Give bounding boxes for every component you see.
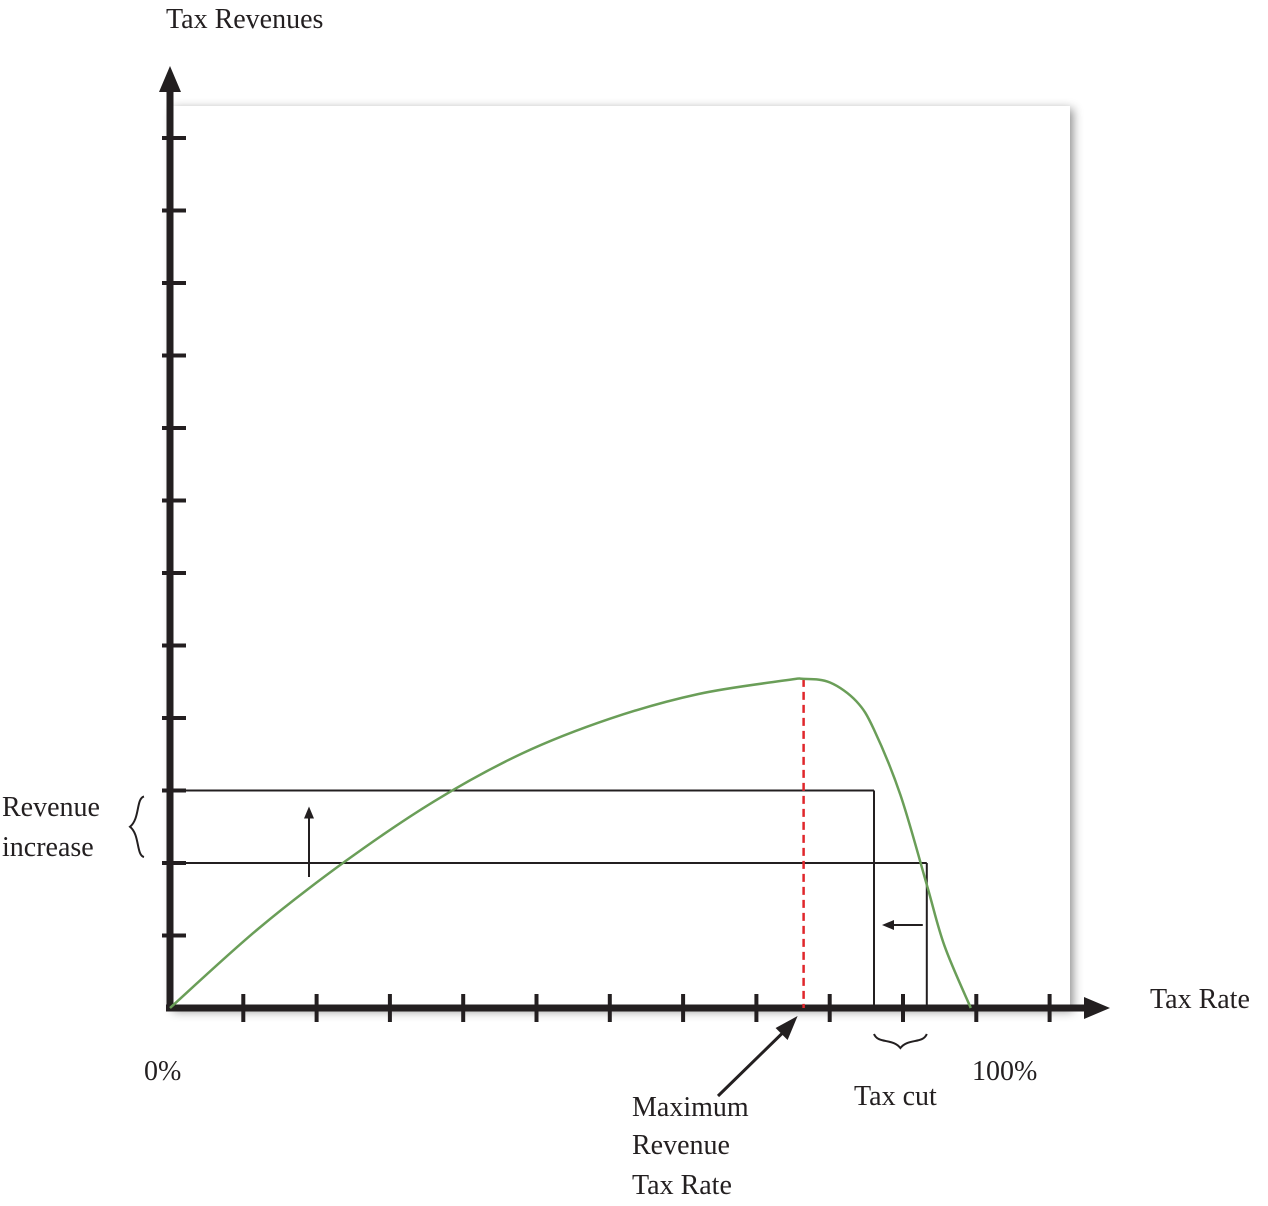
x-axis-label: Tax Rate [1150,984,1250,1015]
revenue-increase-brace [128,795,145,858]
tax-cut-guides [170,789,928,1008]
revenue-increase-label-line1: Revenue [2,792,100,823]
max-pointer-shaft [716,1028,787,1098]
y-axis-ticks [162,136,186,938]
x-axis-arrowhead [1084,997,1110,1019]
change-arrows [304,806,923,930]
laffer-curve [169,677,972,1009]
revenue-increase-label-line2: increase [2,832,94,863]
max-pointer-head [775,1016,798,1040]
max-rate-label-line2: Revenue [632,1130,730,1161]
y-axis-arrowhead [159,66,181,92]
tax-cut-brace [873,1033,928,1050]
max-rate-pointer-arrow [716,1016,798,1098]
tax-cut-label: Tax cut [854,1081,937,1112]
left-arrow-head [882,920,894,930]
up-arrow-head [304,806,314,819]
x-tick-label-min: 0% [144,1056,181,1087]
plot-panel [170,106,1070,1008]
x-tick-label-max: 100% [972,1056,1037,1087]
max-rate-label-line1: Maximum [632,1092,749,1123]
y-axis-label: Tax Revenues [166,4,323,35]
max-rate-label-line3: Tax Rate [632,1170,732,1201]
